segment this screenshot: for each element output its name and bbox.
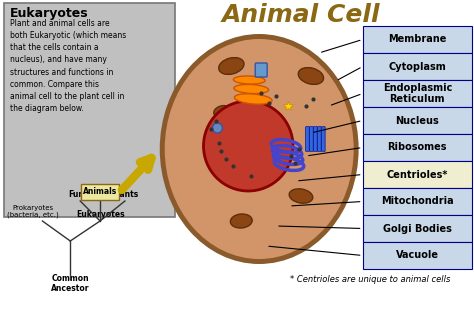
FancyBboxPatch shape [306,127,309,151]
Ellipse shape [214,106,229,117]
FancyBboxPatch shape [81,184,119,200]
Ellipse shape [160,34,359,264]
Text: Fungi: Fungi [68,190,92,199]
FancyBboxPatch shape [363,161,472,188]
FancyBboxPatch shape [363,26,472,53]
Text: Common
Ancestor: Common Ancestor [51,273,90,293]
Text: Mitochondria: Mitochondria [381,196,454,206]
FancyBboxPatch shape [363,134,472,161]
Text: Animals: Animals [83,187,117,196]
Circle shape [203,101,293,191]
FancyBboxPatch shape [255,63,267,77]
Ellipse shape [298,68,324,84]
Text: Cytoplasm: Cytoplasm [388,62,446,72]
FancyBboxPatch shape [363,80,472,107]
Text: Membrane: Membrane [388,34,447,45]
Ellipse shape [234,84,269,94]
FancyBboxPatch shape [363,53,472,80]
FancyBboxPatch shape [318,127,321,151]
Text: Nucleus: Nucleus [395,116,439,126]
FancyBboxPatch shape [321,127,325,151]
Text: Centrioles*: Centrioles* [387,169,448,179]
Text: Eukaryotes: Eukaryotes [76,210,124,219]
Text: * Centrioles are unique to animal cells: * Centrioles are unique to animal cells [291,275,451,284]
Text: Animal Cell: Animal Cell [222,3,380,27]
Circle shape [212,123,222,133]
Text: Golgi Bodies: Golgi Bodies [383,223,452,233]
FancyBboxPatch shape [310,127,313,151]
Ellipse shape [235,94,272,104]
Ellipse shape [289,189,313,203]
Text: Endoplasmic
Reticulum: Endoplasmic Reticulum [383,83,452,104]
FancyBboxPatch shape [363,188,472,215]
Text: Vacuole: Vacuole [396,250,439,261]
Ellipse shape [233,76,265,84]
FancyBboxPatch shape [363,242,472,269]
Ellipse shape [165,39,354,259]
FancyBboxPatch shape [363,107,472,134]
FancyBboxPatch shape [314,127,317,151]
Text: Plant and animal cells are
both Eukaryotic (which means
that the cells contain a: Plant and animal cells are both Eukaryot… [9,19,126,113]
Ellipse shape [230,214,252,228]
Text: Prokaryotes
(bacteria, etc.): Prokaryotes (bacteria, etc.) [7,205,58,218]
Text: Ribosomes: Ribosomes [388,143,447,152]
Ellipse shape [219,57,244,74]
FancyBboxPatch shape [363,215,472,242]
Text: Plants: Plants [111,190,138,199]
FancyBboxPatch shape [4,3,174,217]
Text: Eukaryotes: Eukaryotes [9,7,88,20]
